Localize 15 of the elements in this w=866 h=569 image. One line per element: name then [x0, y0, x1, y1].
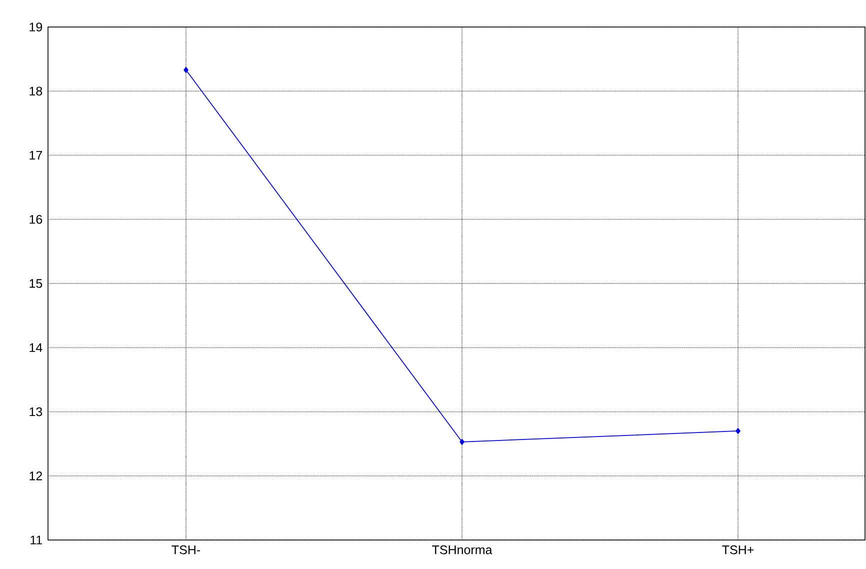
y-tick-label: 18 [30, 86, 42, 96]
x-tick-label: TSHnorma [432, 545, 492, 554]
x-tick-label: TSH+ [722, 545, 754, 554]
y-tick-label: 16 [30, 214, 42, 224]
x-tick-label: TSH- [172, 545, 200, 554]
y-tick-label: 19 [30, 22, 42, 32]
y-tick-label: 13 [30, 407, 42, 416]
point [184, 66, 188, 74]
y-tick-label: 11 [30, 536, 42, 544]
point [460, 438, 464, 445]
y-tick-label: 17 [30, 150, 42, 160]
y-tick-label: 14 [30, 343, 42, 352]
point [736, 428, 740, 434]
y-tick-label: 15 [30, 279, 42, 288]
y-tick-label: 12 [30, 472, 42, 480]
